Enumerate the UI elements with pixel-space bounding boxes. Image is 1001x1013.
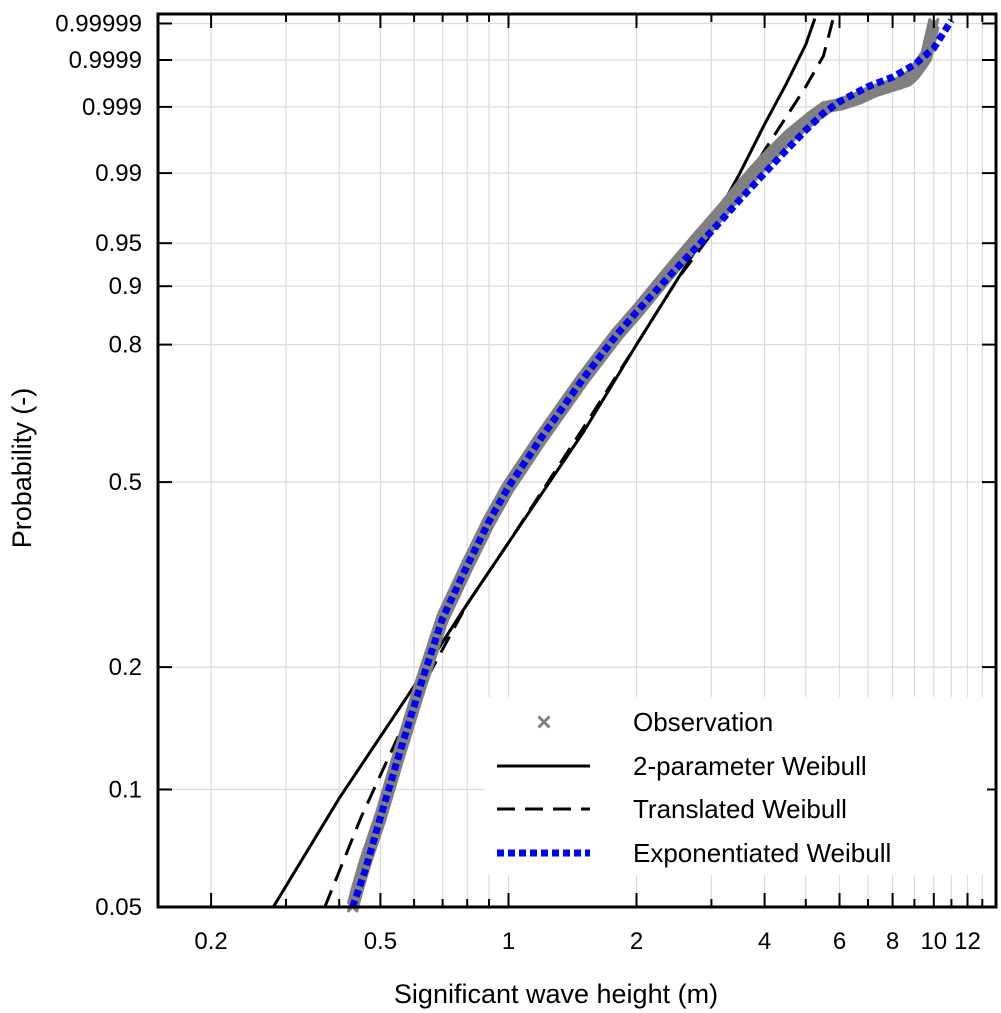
y-tick-label: 0.5 xyxy=(109,469,142,496)
y-tick-label: 0.9999 xyxy=(69,47,142,74)
plot-frame xyxy=(156,12,998,909)
x-tick-label: 1 xyxy=(502,928,515,955)
x-tick-label: 10 xyxy=(920,928,947,955)
legend-entry-observation: Observation xyxy=(537,707,773,737)
y-tick-label: 0.99999 xyxy=(55,11,142,38)
series-layer xyxy=(272,17,955,913)
legend: Observation 2-parameter Weibull Translat… xyxy=(485,697,987,875)
y-tick-label: 0.2 xyxy=(109,654,142,681)
y-tick-label: 0.8 xyxy=(109,332,142,359)
legend-entry-2-parameter-weibull: 2-parameter Weibull xyxy=(497,751,867,781)
legend-label-observation: Observation xyxy=(633,707,773,737)
legend-entry-exponentiated-weibull: Exponentiated Weibull xyxy=(497,838,891,868)
legend-swatch-observation xyxy=(537,715,551,729)
y-tick-label: 0.95 xyxy=(95,230,142,257)
x-tick-label: 0.2 xyxy=(194,928,227,955)
x-tick-label: 12 xyxy=(954,928,981,955)
y-axis-title: Probability (-) xyxy=(7,388,37,549)
x-tick-label: 2 xyxy=(630,928,643,955)
x-tick-label: 0.5 xyxy=(364,928,397,955)
axis-ticks: 0.2 0.5 1 2 4 6 8 10 120.050.10.20.50.80.90.950.… xyxy=(55,11,997,955)
y-tick-label: 0.99 xyxy=(95,160,142,187)
y-tick-label: 0.9 xyxy=(109,273,142,300)
legend-background xyxy=(485,697,987,875)
legend-entry-translated-weibull: Translated Weibull xyxy=(497,794,847,824)
x-axis-title: Significant wave height (m) xyxy=(394,979,718,1009)
legend-label-2-parameter-weibull: 2-parameter Weibull xyxy=(633,751,867,781)
legend-label-translated-weibull: Translated Weibull xyxy=(633,794,847,824)
y-tick-label: 0.1 xyxy=(109,777,142,804)
y-tick-label: 0.999 xyxy=(82,94,142,121)
x-tick-label: 8 xyxy=(886,928,899,955)
legend-label-exponentiated-weibull: Exponentiated Weibull xyxy=(633,838,891,868)
x-tick-label: 4 xyxy=(758,928,771,955)
x-tick-label: 6 xyxy=(833,928,846,955)
y-tick-label: 0.05 xyxy=(95,894,142,921)
series-exponentiated-weibull-line xyxy=(349,18,955,909)
